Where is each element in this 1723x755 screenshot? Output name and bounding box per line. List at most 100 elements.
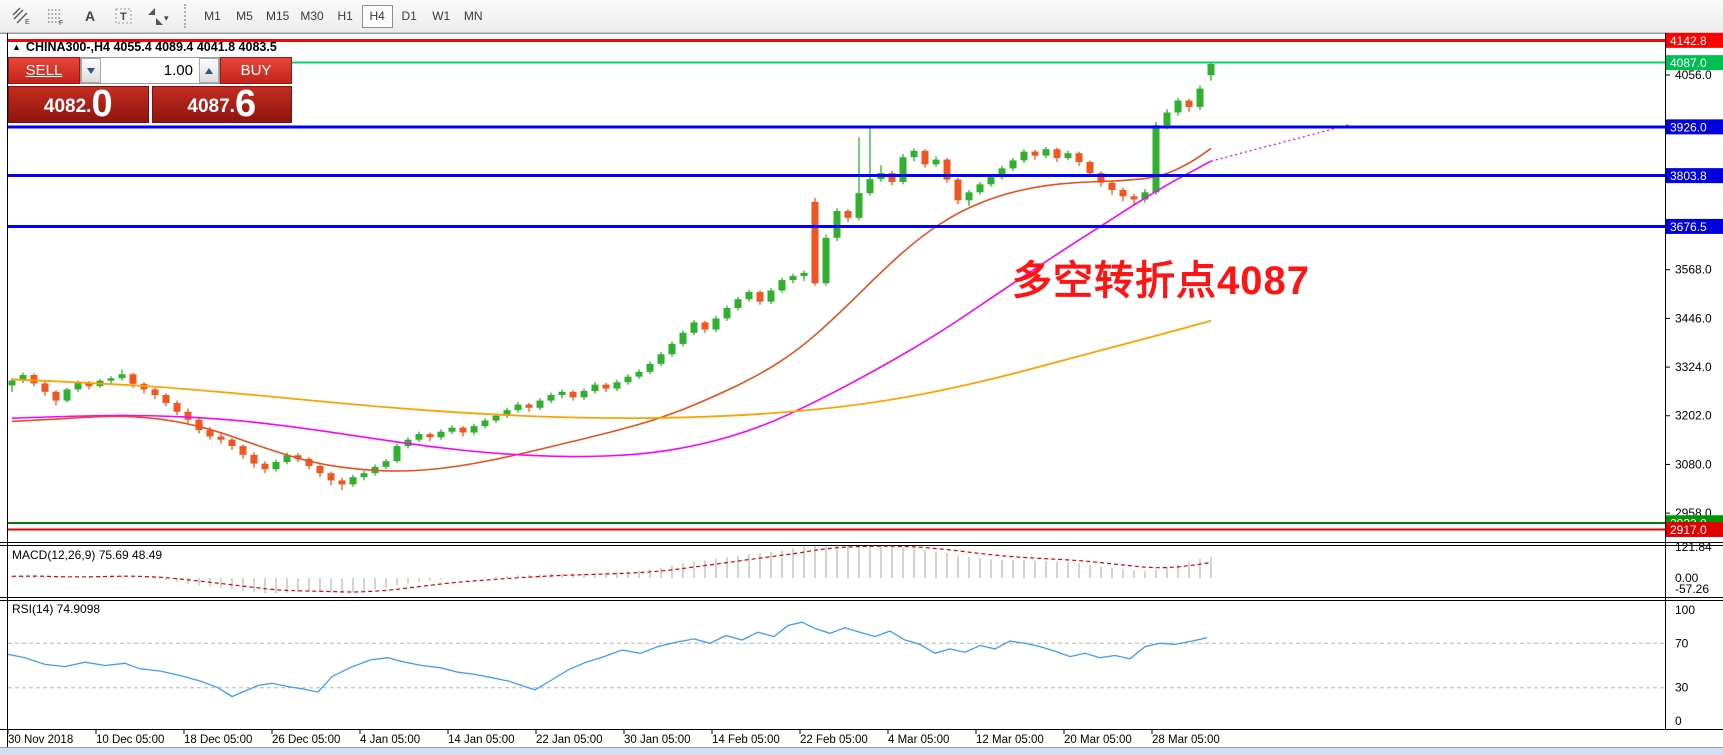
timeframe-toolbar: M1 M5 M15 M30 H1 H4 D1 W1 MN — [197, 4, 490, 28]
timeframe-button-m30[interactable]: M30 — [295, 5, 328, 28]
sell-price-display[interactable]: 4082. 0 — [8, 82, 149, 125]
timeframe-button-d1[interactable]: D1 — [394, 5, 425, 28]
sell-price-dot: . — [86, 96, 92, 117]
moving-averages-layer — [11, 123, 1351, 472]
timeframe-button-w1[interactable]: W1 — [426, 5, 457, 28]
svg-text:3568.0: 3568.0 — [1675, 263, 1712, 277]
svg-text:3803.8: 3803.8 — [1670, 169, 1707, 183]
collapse-arrow-icon[interactable]: ▲ — [12, 42, 21, 52]
volume-increase-button[interactable] — [199, 58, 219, 83]
candles-layer — [8, 61, 1215, 490]
buy-button-label: BUY — [240, 62, 272, 79]
svg-text:18 Dec 05:00: 18 Dec 05:00 — [184, 734, 252, 746]
text-label-tool-button[interactable]: A — [76, 4, 103, 29]
toolbar: E F A T ▾ M1 M5 M15 M30 H1 H4 D1 W1 MN — [0, 0, 1723, 33]
buy-button[interactable]: BUY — [220, 57, 292, 84]
sell-price-main: 4082 — [43, 96, 87, 117]
timeframe-button-m5[interactable]: M5 — [229, 5, 260, 28]
svg-text:26 Dec 05:00: 26 Dec 05:00 — [272, 734, 340, 746]
volume-decrease-button[interactable] — [81, 58, 101, 83]
toolbar-separator — [184, 4, 187, 28]
sell-button[interactable]: SELL — [8, 57, 80, 84]
sell-price-big-digit: 0 — [91, 82, 113, 125]
svg-text:T: T — [120, 11, 127, 23]
svg-text:0: 0 — [1675, 714, 1682, 728]
timeframe-button-h1[interactable]: H1 — [330, 5, 361, 28]
svg-text:14 Jan 05:00: 14 Jan 05:00 — [448, 734, 515, 746]
text-label-tool-icon: A — [80, 6, 100, 26]
svg-text:A: A — [85, 8, 95, 24]
timeframe-button-m15[interactable]: M15 — [261, 5, 294, 28]
svg-text:F: F — [59, 20, 63, 26]
svg-text:E: E — [25, 19, 30, 26]
svg-text:22 Jan 05:00: 22 Jan 05:00 — [536, 734, 603, 746]
timeframe-button-h4[interactable]: H4 — [361, 4, 393, 28]
svg-text:22 Feb 05:00: 22 Feb 05:00 — [800, 734, 868, 746]
buy-price-big-digit: 6 — [234, 82, 257, 125]
trendline-tools-icon: E — [12, 6, 32, 26]
svg-text:30 Jan 05:00: 30 Jan 05:00 — [624, 734, 691, 746]
chart-frame — [0, 33, 1723, 748]
svg-text:4142.8: 4142.8 — [1670, 34, 1707, 48]
svg-text:4 Jan 05:00: 4 Jan 05:00 — [360, 734, 420, 746]
fibonacci-tool-button[interactable]: F — [42, 4, 69, 29]
price-badges-layer: 4142.84087.03926.03803.83676.52933.82917… — [1666, 32, 1723, 537]
svg-text:100: 100 — [1675, 603, 1695, 617]
one-click-trade-panel: SELL 1.00 BUY 4082. 0 4087. 6 — [8, 57, 292, 123]
svg-text:30: 30 — [1675, 681, 1689, 695]
rsi-indicator-label: RSI(14) 74.9098 — [12, 602, 101, 616]
mid-ma-line — [11, 160, 1212, 458]
svg-text:3676.5: 3676.5 — [1670, 220, 1707, 234]
magenta-trendline — [1210, 123, 1351, 162]
chart-annotation: 多空转折点4087 — [1012, 259, 1310, 303]
svg-text:3446.0: 3446.0 — [1675, 311, 1712, 325]
macd-signal-line — [11, 545, 1212, 593]
horizontal-scrollbar[interactable] — [0, 748, 1723, 755]
symbol-ohlc-text: CHINA300-,H4 4055.4 4089.4 4041.8 4083.5 — [25, 40, 277, 54]
chevron-down-icon — [87, 67, 95, 74]
svg-text:10 Dec 05:00: 10 Dec 05:00 — [96, 734, 164, 746]
svg-text:3202.0: 3202.0 — [1675, 409, 1712, 423]
volume-input[interactable]: 1.00 — [101, 58, 199, 83]
svg-text:121.84: 121.84 — [1675, 540, 1712, 554]
macd-indicator-label: MACD(12,26,9) 75.69 48.49 — [12, 548, 163, 562]
svg-text:12 Mar 05:00: 12 Mar 05:00 — [976, 734, 1044, 746]
timeframe-button-mn[interactable]: MN — [458, 5, 489, 28]
fast-ma-line — [11, 147, 1212, 472]
svg-text:30 Nov 2018: 30 Nov 2018 — [8, 734, 73, 746]
svg-text:4 Mar 05:00: 4 Mar 05:00 — [888, 734, 949, 746]
slow-ma-line — [11, 319, 1212, 420]
timeframe-button-m1[interactable]: M1 — [197, 5, 228, 28]
fibonacci-tool-icon: F — [46, 6, 66, 26]
arrows-tool-button[interactable]: ▾ — [144, 4, 171, 29]
svg-text:28 Mar 05:00: 28 Mar 05:00 — [1152, 734, 1220, 746]
chevron-up-icon — [205, 67, 213, 74]
rsi-line — [7, 621, 1208, 698]
svg-text:3080.0: 3080.0 — [1675, 457, 1712, 471]
svg-text:70: 70 — [1675, 636, 1689, 650]
volume-spinner: 1.00 — [80, 57, 220, 84]
svg-text:20 Mar 05:00: 20 Mar 05:00 — [1064, 734, 1132, 746]
time-axis: 30 Nov 2018 10 Dec 05:00 18 Dec 05:00 26 De… — [7, 730, 1220, 746]
price-lines-layer — [8, 38, 1665, 531]
buy-price-dot: . — [229, 96, 235, 117]
svg-text:3926.0: 3926.0 — [1670, 120, 1707, 134]
macd-panel: 121.84 0.00-57.26 — [11, 540, 1712, 596]
svg-text:4087.0: 4087.0 — [1670, 56, 1707, 70]
buy-price-main: 4087 — [187, 96, 230, 117]
buy-price-display[interactable]: 4087. 6 — [151, 82, 292, 125]
svg-text:▾: ▾ — [164, 13, 169, 23]
svg-text:-57.26: -57.26 — [1675, 582, 1709, 596]
arrows-tool-icon: ▾ — [145, 6, 171, 26]
sell-button-label: SELL — [25, 62, 63, 79]
trendline-tools-button[interactable]: E — [8, 4, 35, 29]
svg-text:2917.0: 2917.0 — [1670, 523, 1707, 537]
rsi-panel: 100 70 30 0 — [7, 603, 1695, 728]
svg-text:14 Feb 05:00: 14 Feb 05:00 — [712, 734, 780, 746]
svg-text:3324.0: 3324.0 — [1675, 360, 1712, 374]
svg-text:4056.0: 4056.0 — [1675, 68, 1712, 82]
text-box-tool-button[interactable]: T — [110, 4, 137, 29]
svg-text:0.00: 0.00 — [1675, 571, 1699, 585]
